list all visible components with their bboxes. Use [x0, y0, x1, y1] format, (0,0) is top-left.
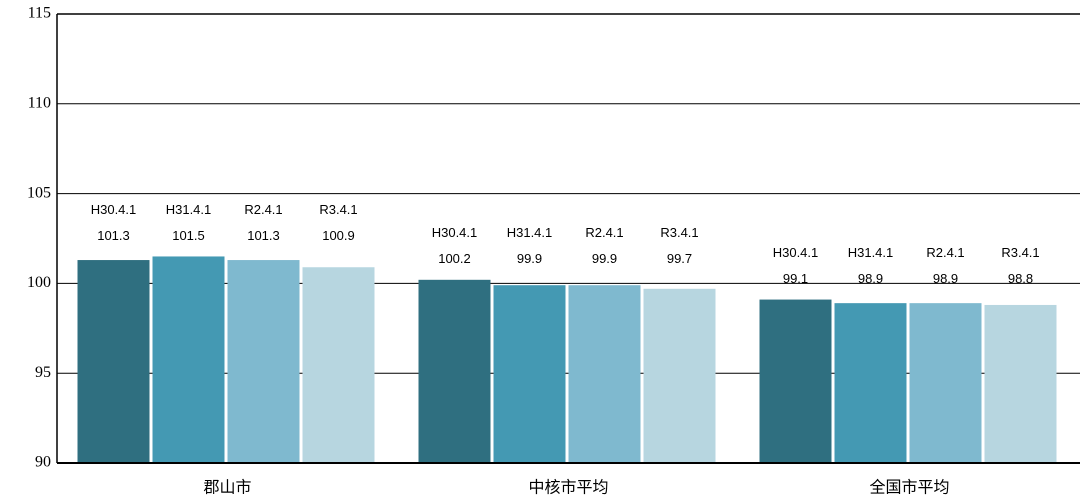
bar	[227, 260, 300, 463]
y-tick-label: 90	[35, 454, 51, 471]
y-tick-label: 95	[35, 364, 51, 381]
series-label: H31.4.1	[166, 202, 212, 217]
x-tick-label: 中核市平均	[528, 479, 608, 497]
bar	[909, 303, 982, 463]
bar	[77, 260, 150, 463]
series-label: H30.4.1	[432, 225, 478, 240]
series-label: R2.4.1	[244, 202, 282, 217]
bar	[568, 285, 641, 463]
y-tick-label: 115	[28, 5, 51, 22]
bar	[152, 256, 225, 463]
value-label: 98.9	[858, 271, 883, 286]
value-label: 98.9	[933, 271, 958, 286]
bar	[759, 299, 832, 463]
x-tick-label: 郡山市	[203, 479, 251, 497]
value-label: 99.9	[592, 251, 617, 266]
value-label: 101.5	[172, 228, 205, 243]
value-label: 100.2	[438, 251, 471, 266]
bar	[643, 288, 716, 463]
x-tick-label: 全国市平均	[869, 479, 949, 497]
series-label: R3.4.1	[1001, 245, 1039, 260]
series-label: H31.4.1	[507, 225, 553, 240]
bar	[418, 279, 491, 463]
y-tick-label: 100	[27, 274, 51, 291]
value-label: 101.3	[97, 228, 130, 243]
value-label: 99.7	[667, 251, 692, 266]
bar	[493, 285, 566, 463]
series-label: H30.4.1	[91, 202, 137, 217]
series-label: R2.4.1	[585, 225, 623, 240]
series-label: R3.4.1	[319, 202, 357, 217]
value-label: 98.8	[1008, 271, 1033, 286]
series-label: R2.4.1	[926, 245, 964, 260]
y-tick-label: 110	[28, 94, 51, 111]
bar	[984, 304, 1057, 463]
series-label: H31.4.1	[848, 245, 894, 260]
series-label: R3.4.1	[660, 225, 698, 240]
value-label: 101.3	[247, 228, 280, 243]
y-tick-label: 105	[27, 184, 51, 201]
bar	[834, 303, 907, 463]
value-label: 99.9	[517, 251, 542, 266]
value-label: 100.9	[322, 228, 355, 243]
series-label: H30.4.1	[773, 245, 819, 260]
bar	[302, 267, 375, 463]
value-label: 99.1	[783, 271, 808, 286]
